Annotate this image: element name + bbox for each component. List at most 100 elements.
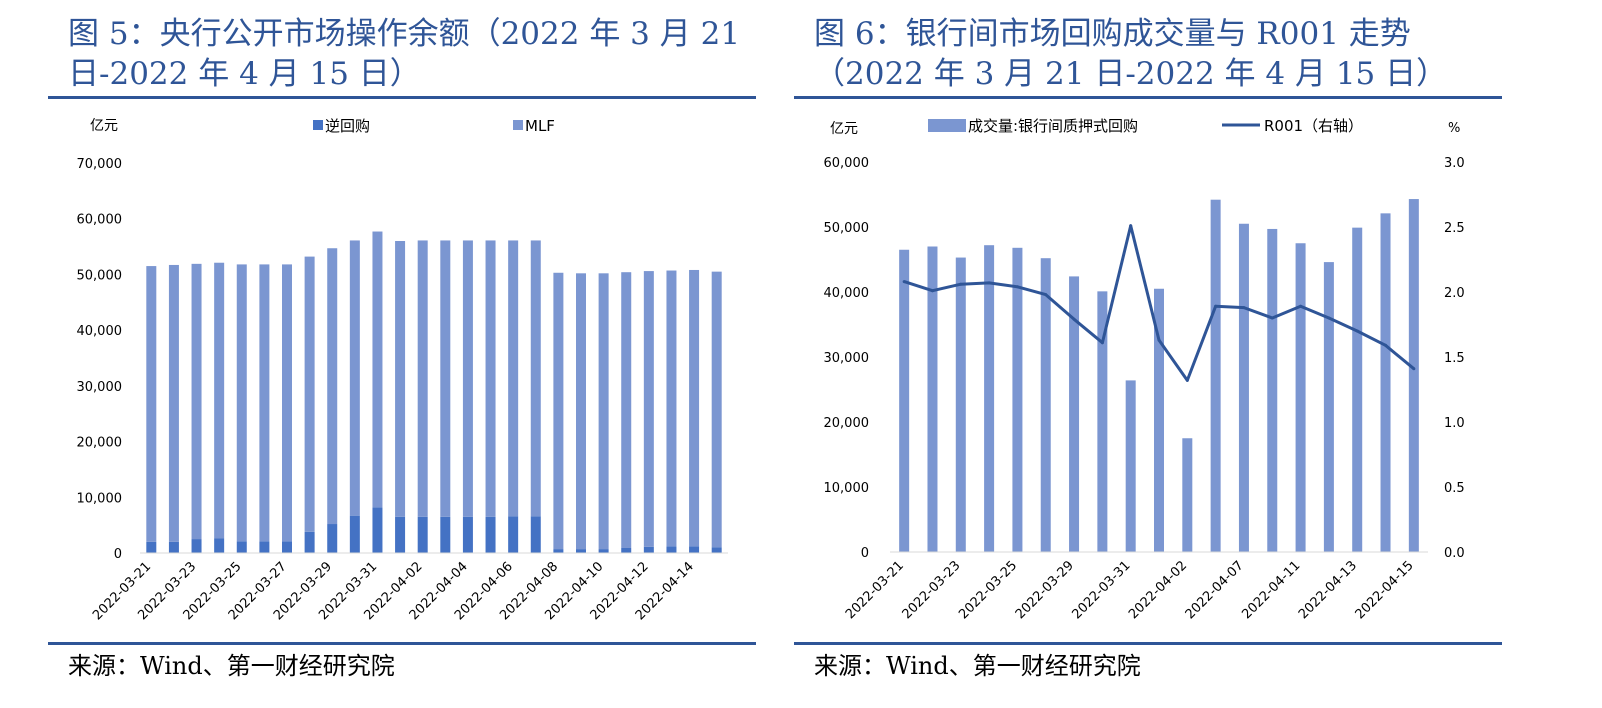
point-r001-2022-04-13 [1355,329,1359,333]
point-r001-2022-03-22 [930,289,934,293]
bar-volume-2022-04-06 [1210,199,1221,552]
bar-reverse-repo-2022-04-13 [666,546,677,553]
figure-6-top-rule [794,96,1502,99]
y-tick-label: 10,000 [77,491,123,506]
y-tick-label: 20,000 [77,436,123,451]
bar-volume-2022-03-25 [1012,247,1023,553]
point-r001-2022-03-25 [1015,285,1019,289]
bar-reverse-repo-2022-03-24 [214,538,225,553]
x-tick-label: 2022-04-13 [1296,558,1360,622]
point-r001-2022-03-21 [902,280,906,284]
bar-mlf-2022-03-29 [327,248,338,525]
bar-reverse-repo-2022-03-29 [327,524,338,553]
figure-5-chart: 亿元 0 10,000 20,000 30,000 40,000 50,000 60,000 7… [77,117,728,623]
bar-volume-2022-03-29 [1069,276,1080,552]
y-tick-label: 60,000 [77,213,123,228]
x-tick-label: 2022-03-23 [900,558,964,622]
bar-volume-2022-04-07 [1238,223,1249,552]
bar-mlf-2022-04-14 [689,269,700,547]
bar-reverse-repo-2022-03-26 [259,541,270,553]
figure-6-title-line-2: （2022 年 3 月 21 日-2022 年 4 月 15 日） [814,56,1448,92]
bar-reverse-repo-2022-04-11 [621,547,632,553]
bar-reverse-repo-2022-04-15 [711,547,722,553]
bar-mlf-2022-03-28 [304,256,315,532]
point-r001-2022-04-06 [1214,304,1218,308]
bar-mlf-2022-03-22 [168,264,179,542]
bar-mlf-2022-03-31 [372,231,383,508]
bar-mlf-2022-03-27 [282,264,292,542]
y-tick-label: 70,000 [77,157,123,172]
y-tick-label: 50,000 [824,221,870,236]
y2-tick-label: 2.5 [1444,221,1465,236]
bar-mlf-2022-04-10 [598,273,609,550]
point-r001-2022-04-07 [1242,306,1246,310]
bar-volume-2022-04-14 [1380,213,1391,552]
bar-volume-2022-04-15 [1408,199,1419,553]
point-r001-2022-03-24 [987,281,991,285]
bar-mlf-2022-04-11 [621,272,632,548]
y-axis-unit-label: 亿元 [90,118,118,134]
bar-reverse-repo-2022-04-06 [508,516,519,553]
y-tick-label: 40,000 [824,286,870,301]
point-r001-2022-03-23 [959,282,963,286]
bar-volume-2022-03-28 [1040,258,1051,552]
bar-volume-2022-03-31 [1125,380,1136,552]
point-r001-2022-04-12 [1327,316,1331,320]
bar-reverse-repo-2022-03-21 [146,541,157,553]
bar-volume-2022-03-21 [899,249,910,552]
bar-reverse-repo-2022-03-28 [304,531,315,553]
figure-6-source: 来源：Wind、第一财经研究院 [814,652,1141,680]
y-axis-unit-label: 亿元 [830,121,858,137]
bar-volume-2022-03-30 [1097,291,1108,552]
x-tick-label: 2022-03-25 [956,558,1020,622]
point-r001-2022-04-15 [1412,367,1416,371]
x-tick-label: 2022-03-29 [1013,558,1077,622]
figure-6-chart: 亿元 % 0 10,000 20,000 30,000 40,000 50,000 60,000… [824,117,1465,622]
bar-volume-2022-04-01 [1154,288,1164,552]
legend-swatch-0 [313,120,323,130]
bar-reverse-repo-2022-04-10 [598,549,609,553]
y2-axis-unit-label: % [1448,121,1460,136]
bar-mlf-2022-04-06 [508,240,519,517]
bar-mlf-2022-04-12 [643,271,654,547]
bar-reverse-repo-2022-03-25 [236,541,247,553]
x-tick-label: 2022-04-02 [1126,558,1190,622]
figure-6-title-line-1: 图 6：银行间市场回购成交量与 R001 走势 [814,16,1411,52]
bar-mlf-2022-04-08 [553,272,564,550]
figure-5-source: 来源：Wind、第一财经研究院 [68,652,395,680]
y2-tick-label: 2.0 [1444,286,1465,301]
bar-mlf-2022-04-15 [711,271,722,548]
bar-mlf-2022-04-01 [395,241,406,517]
bar-mlf-2022-03-24 [214,262,225,539]
y2-tick-label: 0.5 [1444,481,1465,496]
bar-volume-2022-04-11 [1295,243,1306,552]
bar-mlf-2022-04-13 [666,270,677,547]
bar-volume-2022-04-02 [1182,438,1193,552]
y-tick-label: 60,000 [824,156,870,171]
figure-5-top-rule [48,96,756,99]
x-tick-label: 2022-04-11 [1239,558,1303,622]
y-tick-label: 20,000 [824,416,870,431]
left-figure-panel: 图 5：央行公开市场操作余额（2022 年 3 月 21 日-2022 年 4 … [0,0,800,708]
y2-tick-label: 0.0 [1444,546,1465,561]
y-tick-label: 50,000 [77,268,123,283]
bar-reverse-repo-2022-04-09 [576,549,586,553]
point-r001-2022-03-29 [1072,317,1076,321]
point-r001-2022-03-30 [1100,341,1104,345]
figure-5-title-line-2: 日-2022 年 4 月 15 日） [68,56,421,92]
bar-mlf-2022-03-30 [349,240,360,516]
bar-reverse-repo-2022-03-31 [372,507,383,553]
bar-reverse-repo-2022-04-01 [395,516,406,553]
bar-mlf-2022-03-25 [236,264,247,542]
bar-mlf-2022-03-26 [259,264,270,542]
y2-tick-label: 1.0 [1444,416,1465,431]
figure-5-title-line-1: 图 5：央行公开市场操作余额（2022 年 3 月 21 [68,16,741,52]
bar-mlf-2022-04-09 [576,273,586,550]
bar-reverse-repo-2022-04-07 [530,516,541,553]
bar-mlf-2022-04-03 [440,240,451,517]
y-tick-label: 0 [861,546,869,561]
bar-reverse-repo-2022-04-03 [440,516,451,553]
point-r001-2022-04-01 [1157,338,1161,342]
point-r001-2022-04-14 [1384,343,1388,347]
bar-volume-2022-03-24 [984,245,995,552]
